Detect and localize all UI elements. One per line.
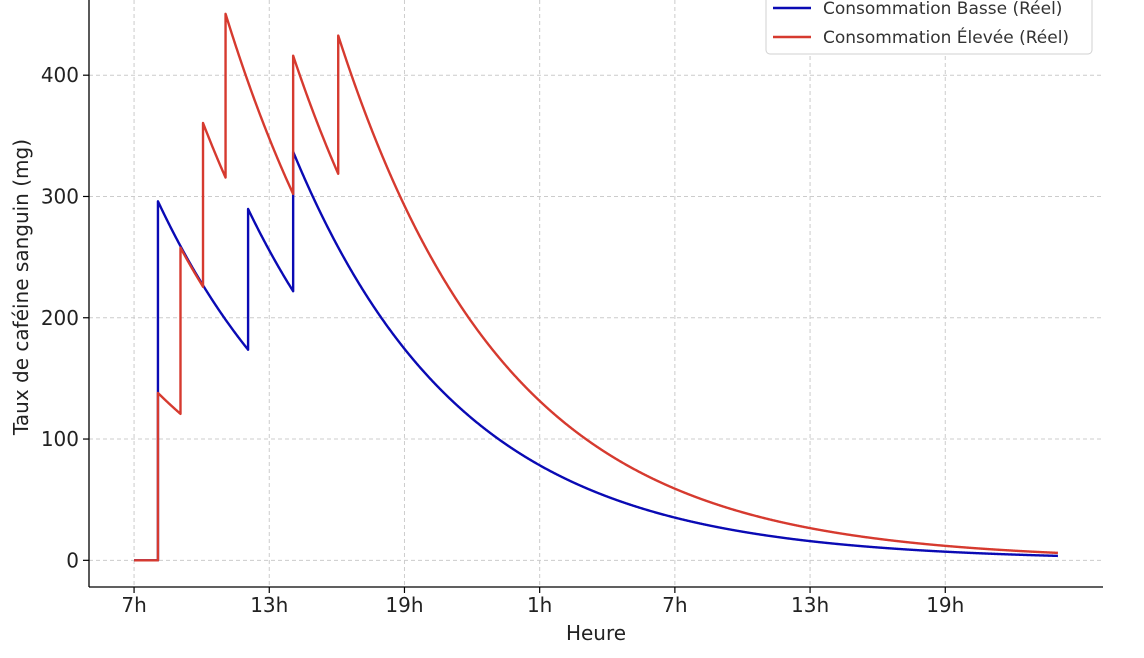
axes bbox=[88, 0, 1103, 588]
legend-label-elevee: Consommation Élevée (Réel) bbox=[823, 26, 1069, 48]
x-tick-label: 7h bbox=[662, 593, 687, 617]
x-tick-label: 13h bbox=[791, 593, 829, 617]
x-tick-label: 7h bbox=[121, 593, 146, 617]
tick-labels: 7h 13h 19h 1h 7h 13h 19h 0 100 200 300 400 bbox=[41, 63, 965, 617]
legend-label-basse: Consommation Basse (Réel) bbox=[823, 0, 1062, 19]
series-lines bbox=[133, 12, 1059, 562]
series-line-basse bbox=[133, 150, 1059, 562]
legend-box bbox=[765, 0, 1093, 55]
y-tick-label: 300 bbox=[41, 184, 79, 208]
x-tick-label: 19h bbox=[926, 593, 964, 617]
legend: Consommation Basse (Réel) Consommation É… bbox=[765, 0, 1093, 55]
y-tick-label: 400 bbox=[41, 63, 79, 87]
x-tick-label: 19h bbox=[385, 593, 423, 617]
x-tick-label: 13h bbox=[250, 593, 288, 617]
series-line-elevee bbox=[133, 12, 1059, 562]
x-axis-label: Heure bbox=[566, 621, 626, 645]
x-tick-label: 1h bbox=[527, 593, 552, 617]
y-tick-label: 100 bbox=[41, 427, 79, 451]
grid bbox=[89, 0, 1103, 587]
y-tick-label: 200 bbox=[41, 306, 79, 330]
y-tick-label: 0 bbox=[66, 548, 79, 572]
y-axis-label: Taux de caféine sanguin (mg) bbox=[9, 139, 33, 436]
